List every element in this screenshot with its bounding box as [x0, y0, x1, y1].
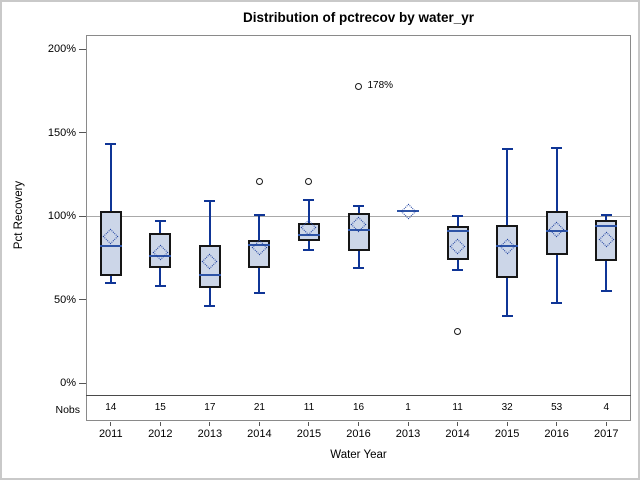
x-tick-mark-2013-7: [407, 422, 409, 426]
nobs-value-2017-11: 4: [603, 402, 609, 413]
outlier-value-label-2016-6: 178%: [367, 80, 394, 92]
x-tick-mark-2015-5: [308, 422, 310, 426]
whisker-cap-high-2014-4: [253, 213, 265, 216]
whisker-cap-high-2015-5: [303, 198, 315, 201]
nobs-value-2013-3: 17: [204, 402, 216, 413]
iqr-box-2015-9: [496, 224, 519, 278]
median-line-2012-2: [149, 255, 172, 258]
y-axis-label: Pct Recovery: [13, 180, 25, 250]
whisker-cap-high-2013-3: [204, 200, 216, 203]
median-line-2016-6: [347, 228, 370, 231]
y-tick-label: 200%: [47, 43, 76, 56]
outlier-circle-2014-4: [255, 177, 263, 185]
x-tick-label-2013-7: 2013: [395, 428, 421, 440]
y-tick-label: 0%: [60, 377, 76, 389]
whisker-cap-high-2017-11: [600, 213, 612, 216]
outlier-circle-2015-5: [305, 177, 313, 185]
iqr-box-2016-10: [545, 211, 568, 255]
median-line-2015-5: [297, 233, 320, 236]
whisker-cap-low-2016-6: [353, 266, 364, 269]
x-tick-mark-2016-10: [556, 422, 558, 426]
median-line-2011-1: [99, 245, 122, 248]
whisker-cap-low-2013-3: [204, 305, 216, 308]
x-tick-mark-2012-2: [159, 422, 161, 426]
whisker-cap-high-2011-1: [105, 143, 117, 146]
nobs-value-2014-4: 21: [253, 402, 265, 413]
x-tick-label-2015-9: 2015: [494, 428, 520, 440]
whisker-cap-low-2017-11: [600, 290, 612, 293]
x-axis-label: Water Year: [330, 449, 387, 461]
nobs-value-2011-1: 14: [105, 402, 117, 413]
iqr-box-2014-4: [248, 239, 271, 268]
y-tick-label: 50%: [53, 293, 76, 306]
median-line-2014-8: [446, 230, 469, 233]
x-tick-label-2017-11: 2017: [593, 428, 619, 440]
iqr-box-2013-3: [198, 244, 221, 288]
x-tick-label-2011-1: 2011: [98, 428, 123, 440]
whisker-cap-high-2012-2: [154, 220, 166, 223]
x-tick-mark-2015-9: [506, 422, 508, 426]
y-tick-mark: [79, 48, 86, 50]
y-tick-mark: [79, 299, 86, 301]
nobs-value-2014-8: 11: [452, 402, 463, 413]
median-line-2013-3: [198, 273, 221, 276]
nobs-value-2016-6: 16: [352, 402, 365, 413]
y-tick-mark: [79, 382, 86, 384]
iqr-box-2011-1: [99, 211, 122, 277]
whisker-cap-high-2014-8: [452, 215, 464, 218]
whisker-cap-high-2016-10: [551, 146, 563, 149]
nobs-value-2013-7: 1: [405, 402, 411, 413]
x-tick-mark-2011-1: [110, 422, 112, 426]
iqr-box-2014-8: [446, 226, 469, 260]
nobs-value-2015-5: 11: [303, 402, 315, 413]
y-tick-label: 150%: [47, 126, 76, 139]
outlier-circle-2016-6: [355, 82, 362, 90]
x-tick-mark-2016-6: [358, 422, 359, 426]
whisker-cap-high-2016-6: [353, 205, 364, 208]
chart-title: Distribution of pctrecov by water_yr: [242, 10, 475, 25]
whisker-cap-low-2016-10: [551, 301, 563, 304]
iqr-box-2016-6: [347, 212, 370, 252]
outlier-circle-2014-8: [454, 327, 462, 335]
nobs-value-2016-10: 53: [551, 402, 563, 413]
whisker-cap-low-2015-5: [303, 248, 315, 251]
nobs-row-label: Nobs: [55, 404, 80, 416]
x-tick-label-2016-10: 2016: [544, 428, 569, 440]
iqr-box-2015-5: [297, 222, 320, 242]
iqr-box-2017-11: [595, 219, 618, 262]
median-line-2017-11: [595, 225, 618, 228]
x-tick-mark-2014-8: [457, 422, 459, 426]
x-tick-label-2016-6: 2016: [346, 428, 371, 440]
iqr-box-2012-2: [149, 232, 172, 268]
median-line-2015-9: [496, 245, 519, 248]
x-tick-label-2012-2: 2012: [148, 428, 173, 440]
whisker-cap-low-2012-2: [154, 285, 166, 288]
median-line-2014-4: [248, 243, 271, 246]
median-line-2013-7: [397, 210, 420, 213]
whisker-cap-low-2014-4: [253, 291, 265, 294]
whisker-cap-low-2015-9: [501, 315, 513, 318]
x-tick-label-2014-8: 2014: [445, 428, 470, 440]
x-tick-label-2013-3: 2013: [197, 428, 223, 440]
x-tick-label-2015-5: 2015: [296, 428, 322, 440]
nobs-value-2015-9: 32: [501, 402, 513, 413]
y-tick-mark: [79, 215, 86, 217]
nobs-separator-line: [86, 395, 631, 396]
x-tick-label-2014-4: 2014: [247, 428, 272, 440]
median-line-2016-10: [545, 230, 568, 233]
whisker-cap-high-2015-9: [501, 148, 513, 151]
whisker-cap-low-2011-1: [105, 281, 117, 284]
whisker-cap-low-2014-8: [452, 268, 464, 271]
x-tick-mark-2017-11: [605, 422, 607, 426]
y-tick-label: 100%: [47, 210, 76, 223]
nobs-value-2012-2: 15: [154, 402, 166, 413]
y-tick-mark: [79, 132, 86, 134]
x-tick-mark-2013-3: [209, 422, 211, 426]
x-tick-mark-2014-4: [258, 422, 260, 426]
